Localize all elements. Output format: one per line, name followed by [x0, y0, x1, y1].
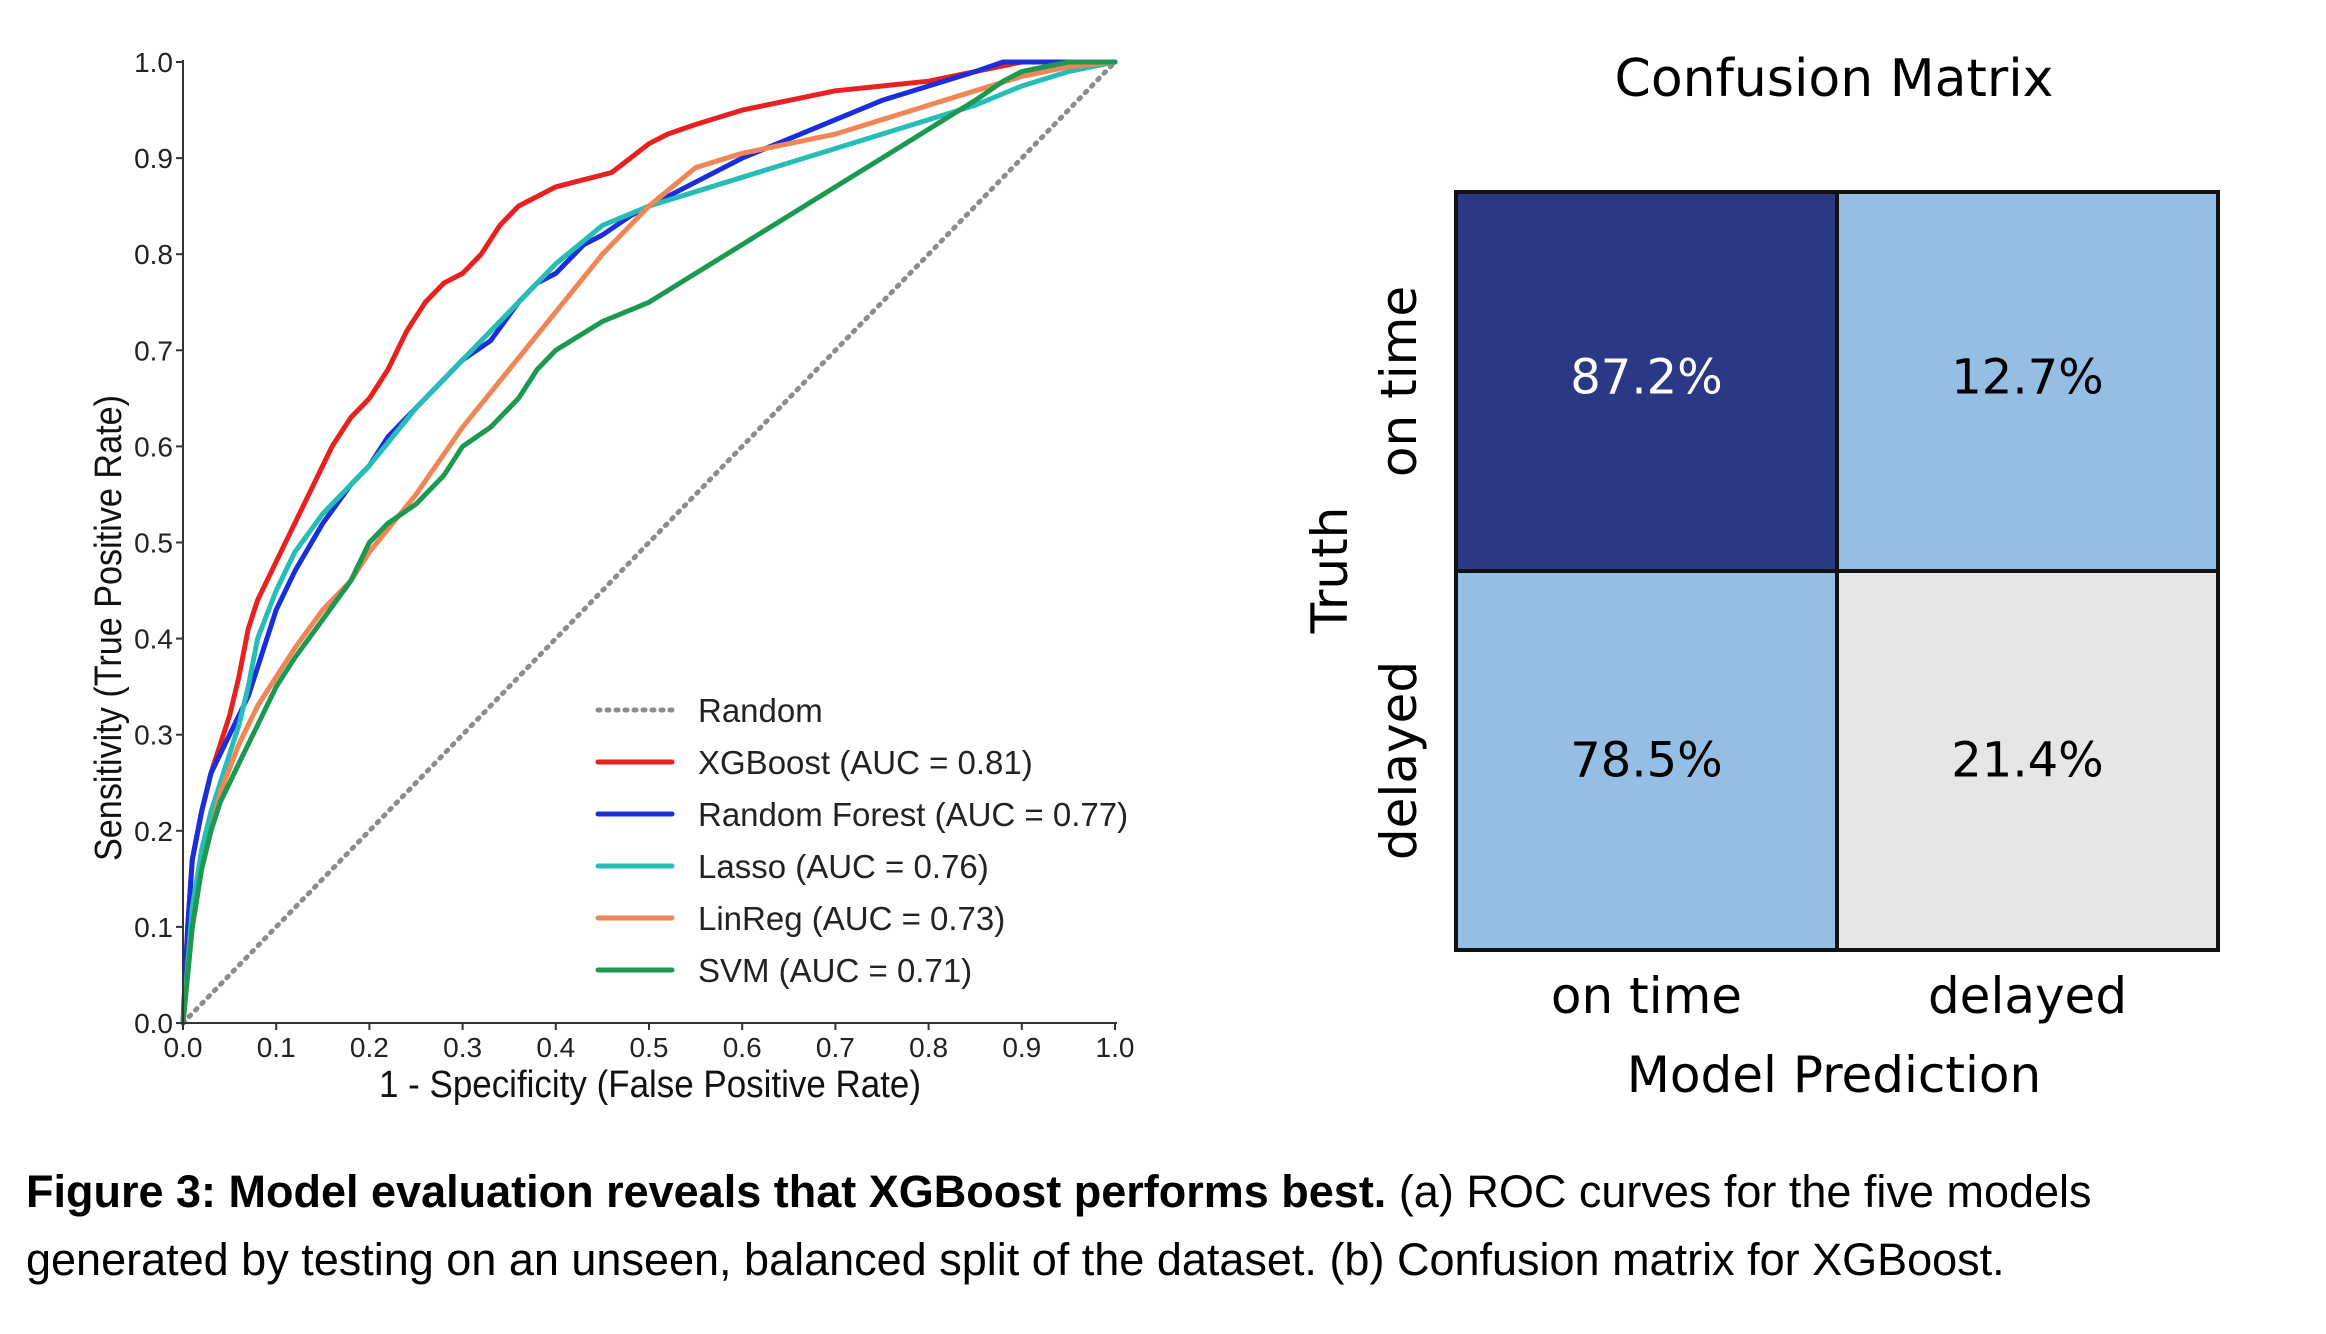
cm-cell-value: 12.7%: [1951, 350, 2103, 406]
y-tick-label: 0.5: [134, 528, 173, 559]
caption-label: Figure 3: Model evaluation reveals that …: [26, 1166, 1387, 1217]
confusion-matrix: Confusion Matrix 87.2% 12.7% 78.5% 21.4% on…: [1301, 49, 2220, 1104]
cm-cell-value: 21.4%: [1951, 733, 2103, 789]
y-tick-label: 0.4: [134, 624, 173, 655]
legend-entry: Lasso (AUC = 0.76): [698, 848, 989, 885]
cm-cell: [1835, 190, 2220, 573]
roc-curves: [180, 59, 1118, 1026]
legend-entry: LinReg (AUC = 0.73): [698, 900, 1005, 937]
cm-y-tick-label: on time: [1370, 286, 1428, 477]
roc-series-line: [180, 59, 1118, 1026]
y-tick-label: 0.0: [134, 1008, 173, 1039]
roc-series-line: [180, 59, 1118, 1026]
cm-y-tick-label: delayed: [1370, 661, 1428, 860]
x-tick-label: 0.6: [723, 1032, 762, 1063]
cm-cell-value: 78.5%: [1570, 733, 1722, 789]
roc-legend: Random XGBoost (AUC = 0.81) Random Forest …: [595, 692, 1128, 989]
cm-x-axis-label: Model Prediction: [1627, 1046, 2041, 1104]
figure-caption: Figure 3: Model evaluation reveals that …: [26, 1158, 2306, 1294]
y-tick-label: 0.1: [134, 912, 173, 943]
x-tick-label: 0.2: [350, 1032, 389, 1063]
roc-y-axis-label: Sensitivity (True Positive Rate): [88, 395, 130, 861]
x-tick-label: 0.9: [1002, 1032, 1041, 1063]
x-tick-label: 0.8: [909, 1032, 948, 1063]
roc-ticks: 0.0 0.1 0.2 0.3 0.4 0.5 0.6 0.7 0.8 0.9 1.0 0.0 0.1 0…: [134, 47, 1134, 1063]
cm-cell: [1454, 569, 1839, 952]
y-tick-label: 0.7: [134, 335, 173, 366]
cm-y-axis-label: Truth: [1301, 507, 1359, 635]
x-tick-label: 1.0: [1096, 1032, 1135, 1063]
cm-x-tick-label: delayed: [1928, 967, 2127, 1025]
y-tick-label: 0.8: [134, 239, 173, 270]
cm-cell: [1454, 190, 1839, 573]
y-tick-label: 0.6: [134, 431, 173, 462]
legend-entry: Random Forest (AUC = 0.77): [698, 796, 1128, 833]
cm-x-tick-labels: on time delayed: [1551, 967, 2127, 1025]
roc-series-line: [180, 59, 1118, 1026]
legend-entry: Random: [698, 692, 823, 729]
y-tick-label: 0.2: [134, 816, 173, 847]
x-tick-label: 0.1: [257, 1032, 296, 1063]
x-tick-label: 0.3: [443, 1032, 482, 1063]
roc-chart: 0.0 0.1 0.2 0.3 0.4 0.5 0.6 0.7 0.8 0.9 1.0 0.0 0.1 0…: [88, 47, 1134, 1106]
roc-series-line: [180, 59, 1118, 1026]
legend-entry: XGBoost (AUC = 0.81): [698, 744, 1033, 781]
caption-text: (a) ROC curves for the five models gener…: [26, 1166, 2092, 1285]
cm-x-tick-label: on time: [1551, 967, 1742, 1025]
cm-cell: [1835, 569, 2220, 952]
y-tick-label: 1.0: [134, 47, 173, 78]
roc-x-axis-label: 1 - Specificity (False Positive Rate): [379, 1064, 921, 1106]
cm-cell-value: 87.2%: [1570, 350, 1722, 406]
cm-title: Confusion Matrix: [1615, 49, 2054, 109]
x-tick-label: 0.7: [816, 1032, 855, 1063]
x-tick-label: 0.0: [164, 1032, 203, 1063]
x-tick-label: 0.5: [630, 1032, 669, 1063]
x-tick-label: 0.4: [536, 1032, 575, 1063]
legend-entry: SVM (AUC = 0.71): [698, 952, 972, 989]
y-tick-label: 0.3: [134, 720, 173, 751]
y-tick-label: 0.9: [134, 143, 173, 174]
roc-series-line: [180, 59, 1118, 1026]
cm-y-tick-labels: on time delayed: [1370, 286, 1428, 860]
cm-cells: 87.2% 12.7% 78.5% 21.4%: [1454, 190, 2220, 952]
roc-series-line: [180, 59, 1118, 1026]
